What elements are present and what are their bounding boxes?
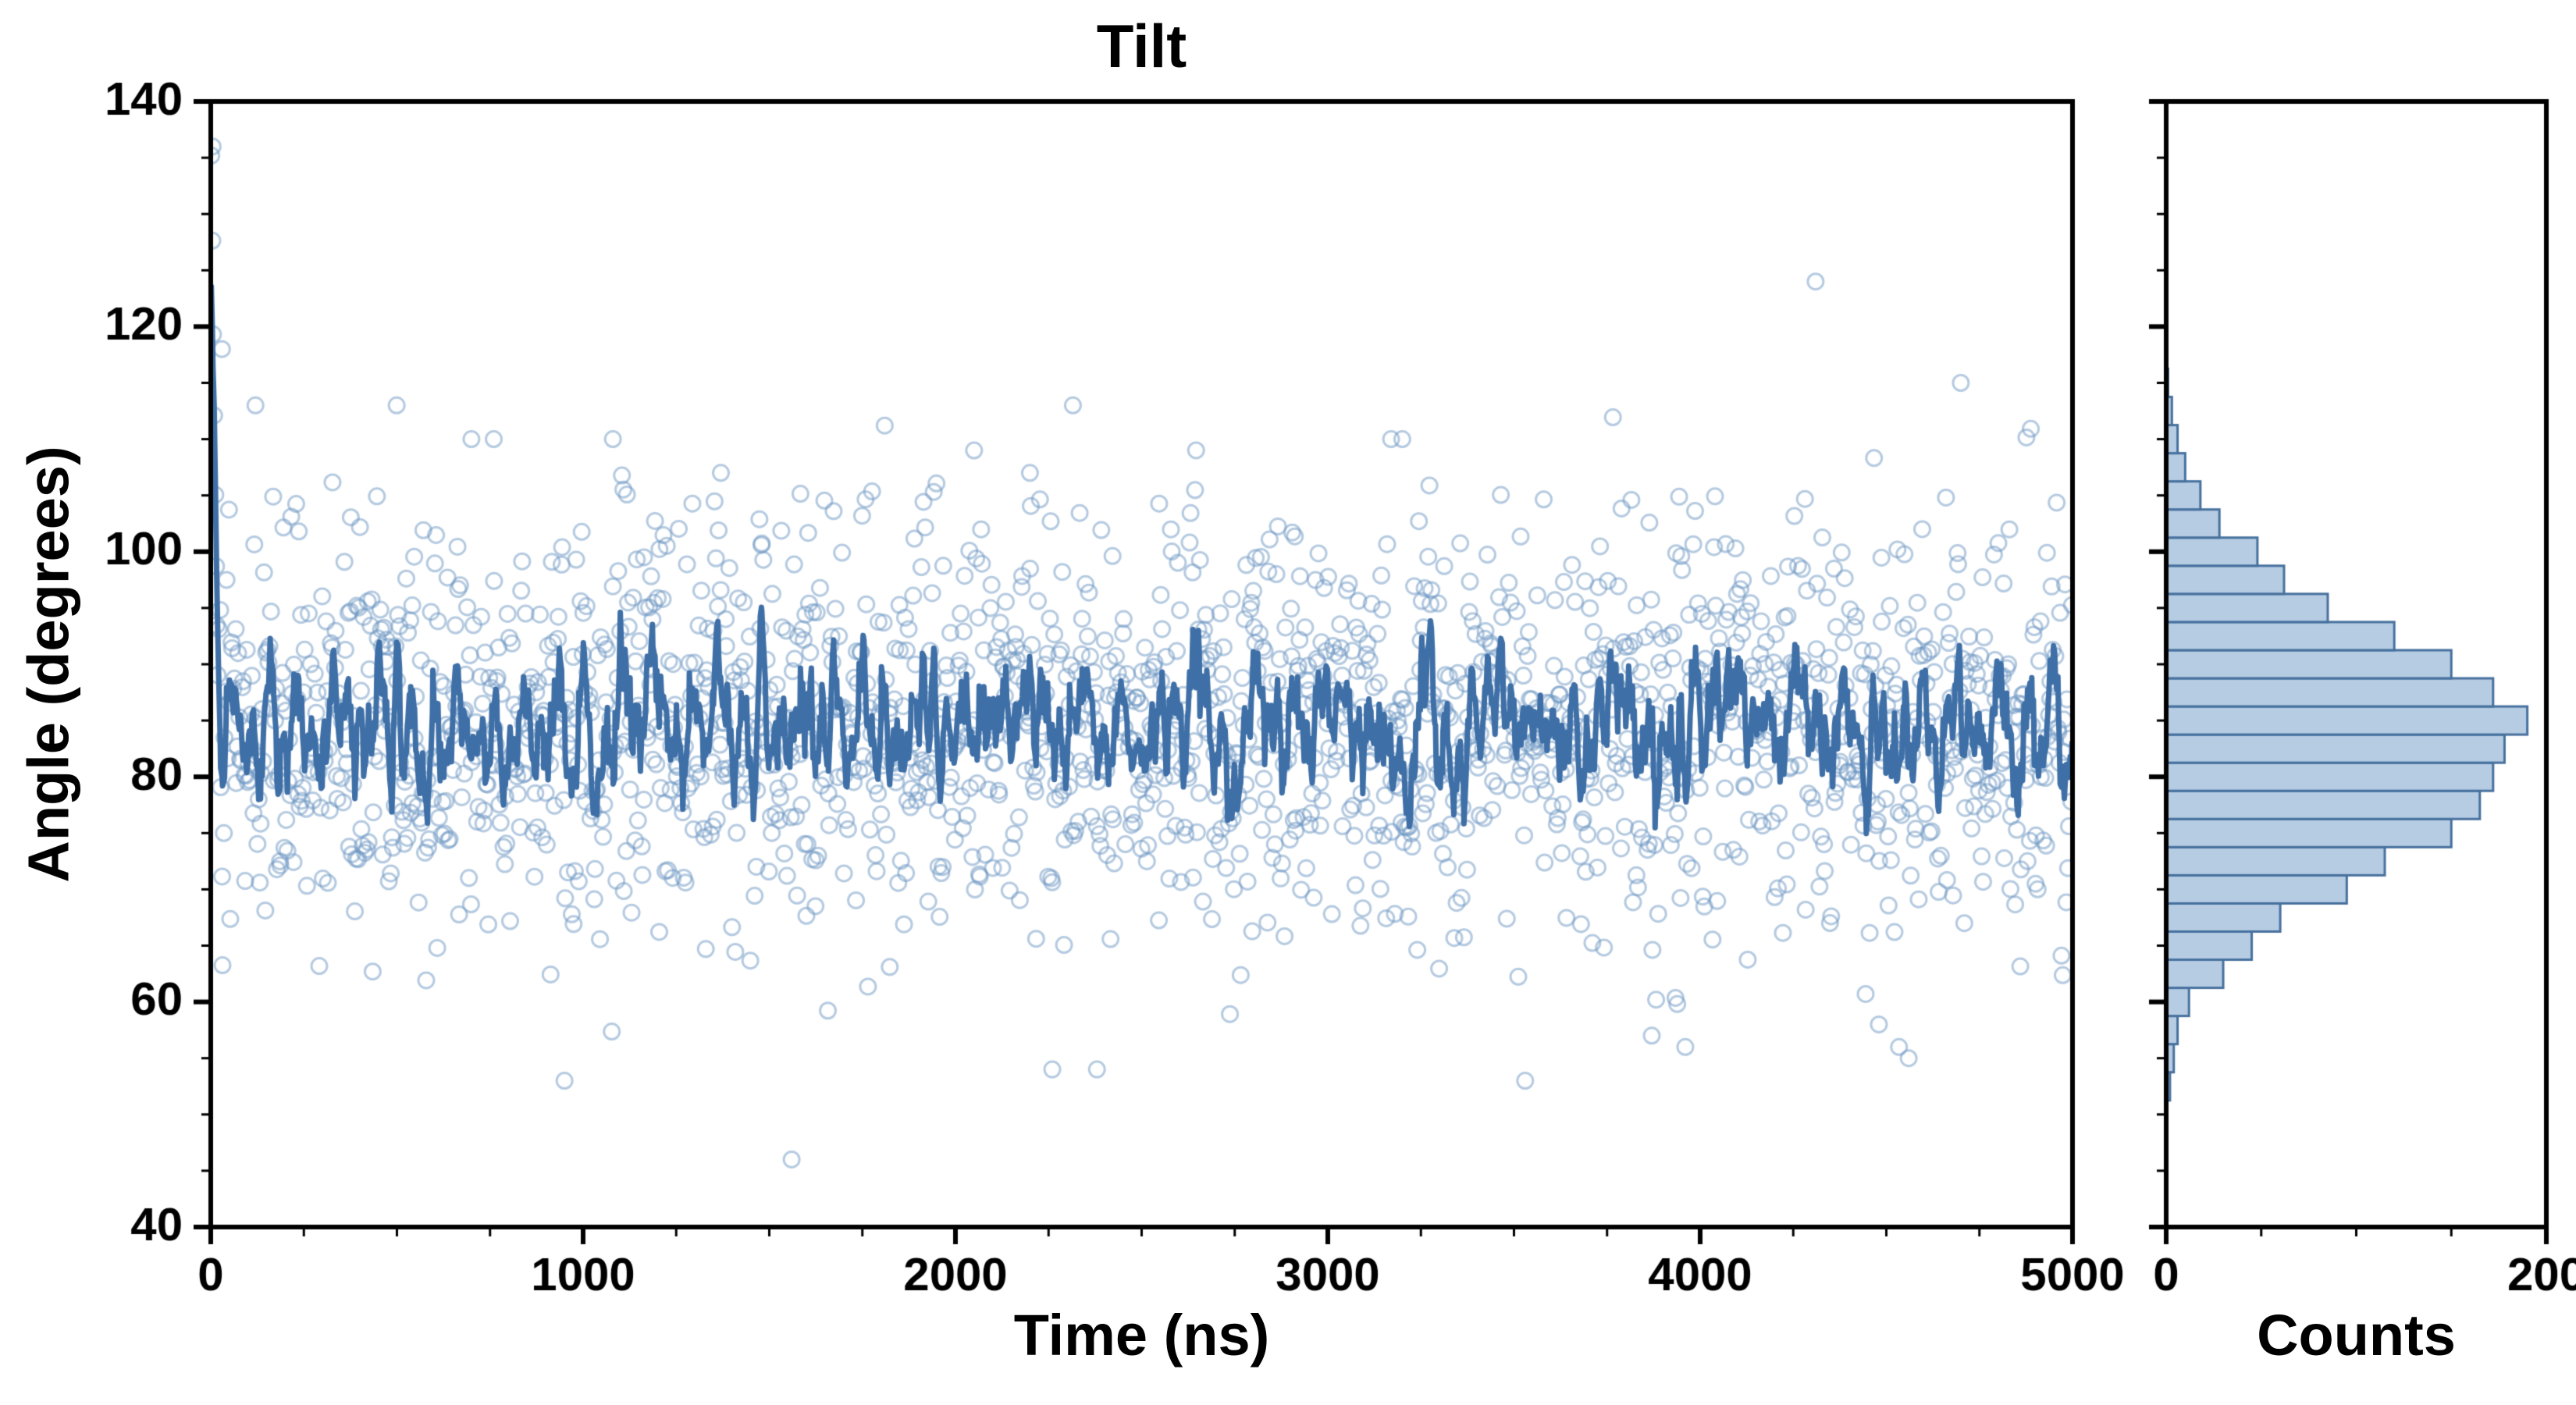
y-axis-label: Angle (degrees) bbox=[16, 446, 81, 883]
hist-x-axis-label: Counts bbox=[2257, 1303, 2456, 1368]
chart-title: Tilt bbox=[1096, 12, 1187, 80]
x-axis-label: Time (ns) bbox=[1013, 1303, 1270, 1368]
